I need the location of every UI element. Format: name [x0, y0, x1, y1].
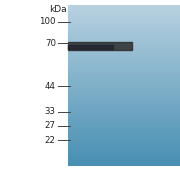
Text: 70: 70 [45, 39, 56, 48]
Bar [68, 42, 132, 50]
Text: kDa: kDa [49, 5, 67, 14]
Text: 27: 27 [45, 122, 56, 130]
Text: 33: 33 [45, 107, 56, 116]
Bar [68, 45, 113, 49]
Text: 22: 22 [45, 136, 56, 145]
Text: 100: 100 [39, 17, 56, 26]
Text: 44: 44 [45, 82, 56, 91]
